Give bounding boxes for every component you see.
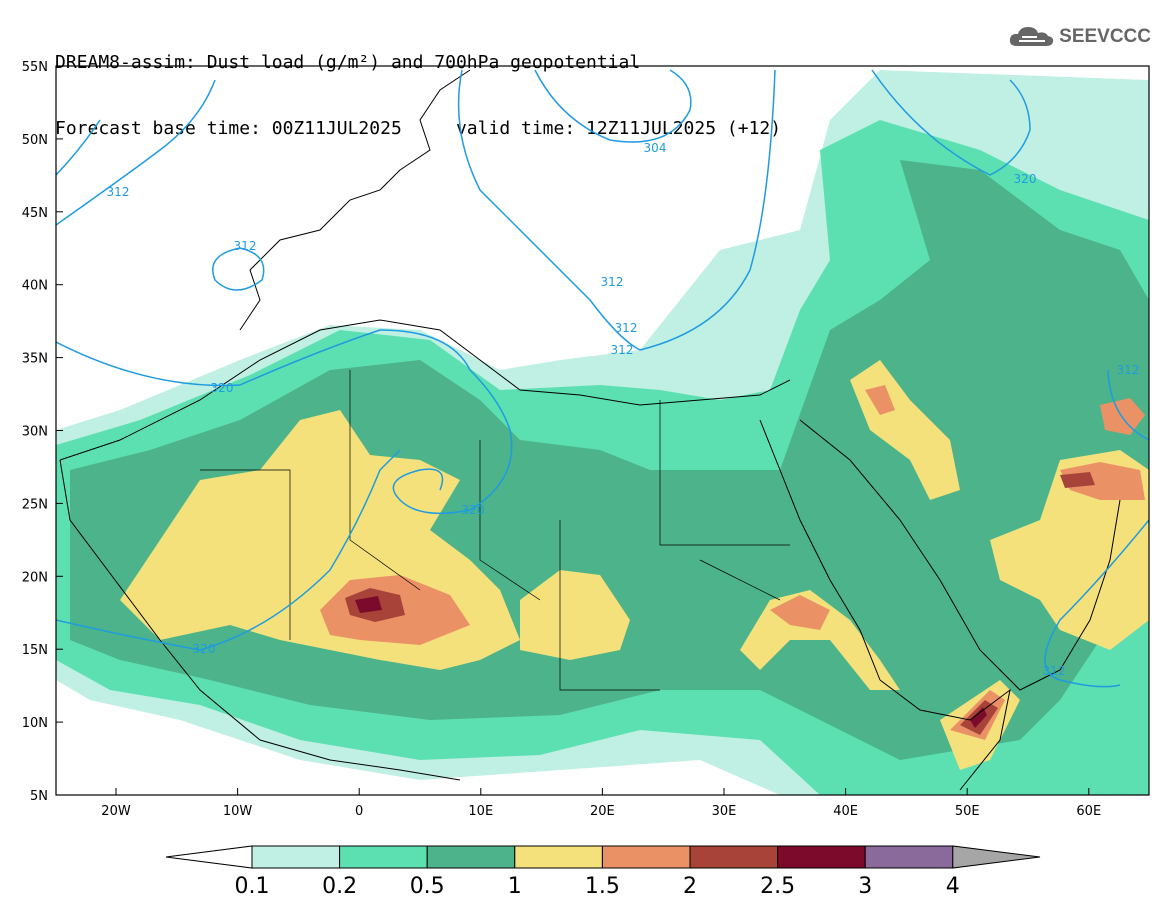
lon-tick-label: 10E: [468, 804, 493, 819]
colorbar-tick-label: 1.5: [585, 874, 620, 899]
colorbar-high-arrow: [952, 845, 1041, 869]
seevccc-logo: SEEVCCC: [1007, 24, 1151, 50]
latitude-axis: 55N 50N 45N 40N 35N 30N 25N 20N 15N 10N 5N: [22, 60, 63, 804]
lat-tick-label: 45N: [22, 206, 48, 221]
contour-320-mediterranean: [56, 329, 513, 515]
dust-band-0.2: [56, 120, 1149, 795]
colorbar-low-arrow: [165, 845, 253, 869]
coastline-west-africa: [59, 459, 461, 781]
colorbar-segment: [426, 845, 516, 869]
contour-label: 320: [1014, 172, 1037, 186]
colorbar-tick-label: 3: [858, 874, 872, 899]
colorbar-segment: [777, 845, 866, 869]
contour-label: 320: [211, 381, 234, 395]
lon-tick-label: 10W: [223, 804, 253, 819]
coastline-horn-of-africa: [879, 679, 1011, 791]
colorbar-segment: [514, 845, 603, 869]
lat-tick-label: 55N: [22, 60, 48, 75]
contour-320-northeast: [871, 69, 1031, 176]
lon-tick-label: 50E: [955, 804, 980, 819]
lat-tick-label: 20N: [22, 570, 48, 585]
colorbar-segment: [864, 845, 954, 869]
contour-label-layer: 304 312 312 320 320 312 312 312 320 320 …: [107, 141, 1140, 678]
country-borders: [200, 370, 790, 691]
contour-label: 320: [462, 503, 485, 517]
contour-312-iberia-loop: [212, 247, 265, 291]
lat-tick-label: 15N: [22, 643, 48, 658]
colorbar-tick-label: 4: [946, 874, 960, 899]
lat-tick-label: 10N: [22, 716, 48, 731]
coastline-red-sea: [759, 419, 881, 681]
dust-band-2.5: [970, 707, 987, 728]
map-title: DREAM8-assim: Dust load (g/m²) and 700hP…: [55, 8, 781, 162]
dust-band-1.5: [865, 385, 895, 415]
lat-tick-label: 40N: [22, 279, 48, 294]
dust-fields: [56, 70, 1149, 795]
contour-label: 312: [1043, 664, 1066, 678]
lat-tick-label: 30N: [22, 425, 48, 440]
contour-320-sahel: [56, 449, 401, 651]
contour-label: 312: [234, 239, 257, 253]
contour-label: 312: [107, 185, 130, 199]
coastline-arabia: [799, 419, 1121, 691]
dust-band-1.5: [320, 575, 470, 645]
lat-tick-label: 50N: [22, 133, 48, 148]
colorbar-tick-label: 0.2: [322, 874, 357, 899]
lon-tick-label: 20W: [101, 804, 131, 819]
contour-label: 312: [1117, 363, 1140, 377]
title-line-1: DREAM8-assim: Dust load (g/m²) and 700hP…: [55, 52, 641, 73]
colorbar-tick-label: 0.5: [410, 874, 445, 899]
colorbar-segment: [689, 845, 779, 869]
contour-312-arabian-sea: [1044, 369, 1149, 688]
dust-band-1.5: [950, 690, 1005, 740]
colorbar-tick-label: 2: [683, 874, 697, 899]
plot-frame: [55, 65, 1150, 796]
colorbar-segment: [601, 845, 691, 869]
lon-tick-label: 0: [355, 804, 363, 819]
lon-tick-label: 30E: [712, 804, 737, 819]
lon-tick-label: 20E: [590, 804, 615, 819]
dust-band-1: [520, 570, 630, 660]
dust-band-2: [960, 700, 998, 735]
dust-band-1.5: [1100, 398, 1145, 435]
dust-band-2: [345, 588, 405, 622]
lat-tick-label: 35N: [22, 352, 48, 367]
contour-label: 312: [611, 343, 634, 357]
dust-band-1: [940, 680, 1020, 770]
dust-band-1: [990, 450, 1149, 650]
lat-tick-label: 5N: [30, 789, 48, 804]
contour-label: 320: [193, 642, 216, 656]
longitude-axis: 20W 10W 0 10E 20E 30E 40E 50E 60E: [101, 788, 1101, 819]
colorbar: 0.1 0.2 0.5 1 1.5 2 2.5 3 4: [165, 845, 1041, 899]
lat-tick-label: 25N: [22, 497, 48, 512]
coastline-north-africa: [59, 319, 791, 461]
contour-label: 312: [601, 275, 624, 289]
dust-band-0.5: [70, 160, 1149, 760]
colorbar-segment: [251, 845, 341, 869]
dust-band-1: [740, 590, 900, 690]
cloud-icon: [1010, 27, 1054, 46]
dust-band-1.5: [770, 595, 830, 630]
dust-band-1: [850, 360, 960, 500]
geopotential-contours: [56, 69, 1149, 688]
logo-text: SEEVCCC: [1059, 26, 1151, 47]
dust-band-2: [1060, 472, 1095, 488]
dust-band-0.1: [56, 70, 1149, 795]
coastlines: [59, 69, 1121, 791]
colorbar-segment: [339, 845, 428, 869]
dust-band-1.5: [1060, 462, 1145, 500]
dust-band-1: [120, 410, 520, 670]
lon-tick-label: 60E: [1076, 804, 1101, 819]
colorbar-tick-label: 0.1: [235, 874, 270, 899]
colorbar-tick-label: 2.5: [760, 874, 795, 899]
title-line-2: Forecast base time: 00Z11JUL2025 valid t…: [55, 118, 782, 139]
lon-tick-label: 40E: [833, 804, 858, 819]
contour-label: 312: [615, 321, 638, 335]
colorbar-tick-label: 1: [508, 874, 522, 899]
dust-band-2.5: [355, 596, 382, 613]
